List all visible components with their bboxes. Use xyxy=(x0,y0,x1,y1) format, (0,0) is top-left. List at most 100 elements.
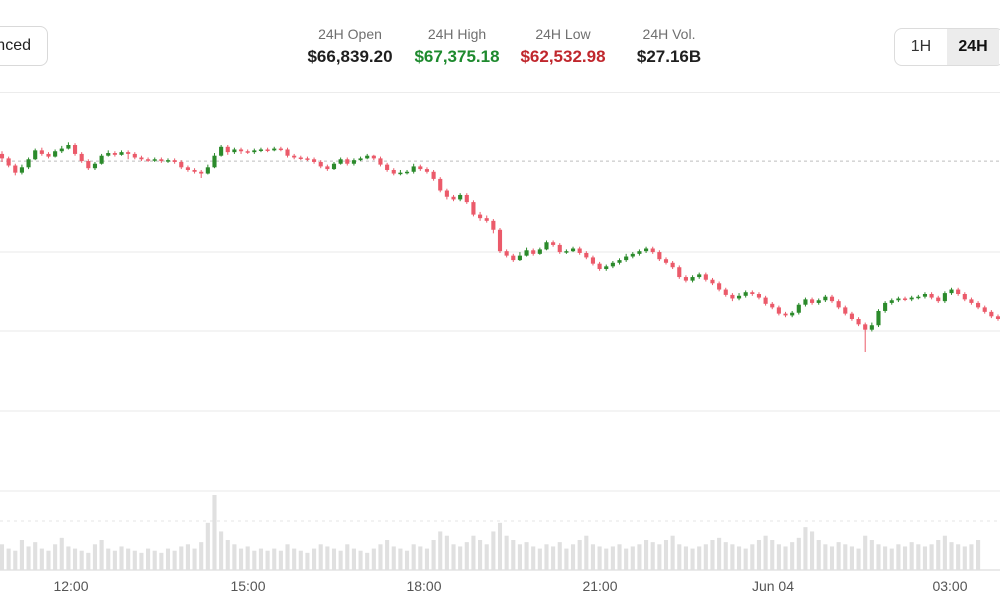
stat-low: 24H Low $62,532.98 xyxy=(520,24,605,70)
volume-bar xyxy=(79,550,84,570)
candle-body xyxy=(590,257,596,264)
candle-body xyxy=(823,296,828,301)
volume-bar xyxy=(564,548,569,570)
candle-body xyxy=(969,299,974,303)
candle-body xyxy=(46,153,51,157)
candle-body xyxy=(53,151,58,157)
candle-body xyxy=(531,250,536,254)
candle-body xyxy=(989,311,994,317)
volume-bar xyxy=(896,544,901,570)
volume-bar xyxy=(86,552,91,570)
volume-bar xyxy=(810,531,815,570)
candle-body xyxy=(637,251,642,254)
volume-bar xyxy=(537,548,542,570)
volume-bar xyxy=(484,544,489,570)
volume-bar xyxy=(39,548,44,570)
volume-bar xyxy=(431,540,436,570)
candle-body xyxy=(86,161,91,169)
candle-body xyxy=(869,325,874,330)
volume-bar xyxy=(843,544,848,570)
volume-bar xyxy=(717,537,722,570)
candle-body xyxy=(478,214,483,219)
range-option-1h[interactable]: 1H xyxy=(910,38,932,55)
volume-bar xyxy=(325,546,330,570)
candle-body xyxy=(810,299,815,303)
volume-bar xyxy=(557,542,562,570)
chart-top-border xyxy=(0,92,1000,93)
candle-body xyxy=(796,304,801,313)
volume-bar xyxy=(345,544,350,570)
candle-body xyxy=(942,293,947,302)
candle-body xyxy=(66,145,71,149)
volume-bar xyxy=(245,546,250,570)
candle-body xyxy=(630,253,635,257)
volume-bar xyxy=(511,540,516,570)
volume-bar xyxy=(351,548,356,570)
volume-bar xyxy=(471,535,476,570)
volume-bar xyxy=(112,550,117,570)
volume-bar xyxy=(219,531,224,570)
volume-bar xyxy=(451,544,456,570)
volume-bar xyxy=(298,550,303,570)
candle-body xyxy=(471,202,476,215)
volume-bar xyxy=(922,546,928,570)
candle-body xyxy=(584,252,589,258)
volume-bar xyxy=(577,540,582,570)
volume-bar xyxy=(424,548,430,570)
volume-bar xyxy=(338,550,343,570)
candle-body xyxy=(192,169,197,172)
candle-body xyxy=(816,300,821,303)
volume-bar xyxy=(19,540,24,570)
candle-body xyxy=(730,294,735,299)
volume-bar xyxy=(624,548,629,570)
volume-bar xyxy=(976,540,981,570)
volume-bar xyxy=(72,548,78,570)
volume-bar xyxy=(59,537,64,570)
candle-body xyxy=(444,190,449,197)
candle-body xyxy=(723,289,728,295)
candle-body xyxy=(312,159,317,162)
volume-bar xyxy=(292,548,297,570)
stat-low-value: $62,532.98 xyxy=(520,47,606,66)
candle-body xyxy=(570,248,576,252)
candle-body xyxy=(278,148,283,151)
volume-bar xyxy=(690,548,695,570)
volume-bar xyxy=(637,544,642,570)
volume-bar xyxy=(185,544,190,570)
volume-bar xyxy=(663,540,669,570)
advanced-button[interactable]: nced xyxy=(0,26,48,66)
volume-bar xyxy=(683,546,688,570)
x-tick-label: Jun 04 xyxy=(752,578,794,594)
volume-bar xyxy=(318,544,323,570)
volume-bar xyxy=(869,540,874,570)
candle-body xyxy=(876,310,881,326)
range-option-24h[interactable]: 24H xyxy=(947,29,999,65)
volume-bar xyxy=(916,544,921,570)
candle-body xyxy=(624,256,629,261)
x-tick-label: 15:00 xyxy=(230,578,265,594)
volume-bar xyxy=(584,535,589,570)
volume-bar xyxy=(723,542,728,570)
volume-bar xyxy=(411,544,416,570)
volume-bar xyxy=(139,552,144,570)
volume-bar xyxy=(165,548,171,570)
candle-body xyxy=(524,250,529,256)
volume-bar xyxy=(365,552,370,570)
volume-bar xyxy=(883,546,888,570)
candle-body xyxy=(152,159,157,161)
candle-body xyxy=(431,171,436,179)
candle-body xyxy=(537,249,542,254)
candle-body xyxy=(106,153,111,156)
candle-body xyxy=(338,159,343,164)
candle-body xyxy=(371,155,376,159)
candle-body xyxy=(564,251,569,253)
candle-body xyxy=(59,148,64,152)
candle-body xyxy=(165,160,171,162)
volume-bar xyxy=(444,535,449,570)
candle-body xyxy=(577,248,582,253)
volume-bar xyxy=(703,544,708,570)
candle-body xyxy=(0,153,5,159)
volume-bar xyxy=(770,540,775,570)
volume-bar xyxy=(902,546,908,570)
